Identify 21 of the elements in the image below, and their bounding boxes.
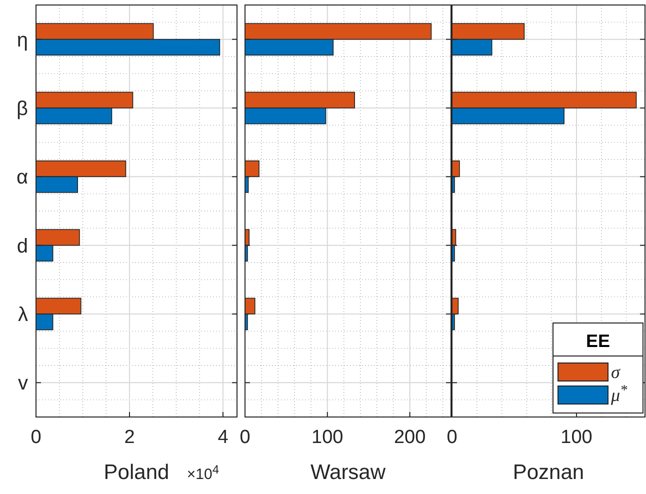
y-tick-label: d <box>16 235 28 258</box>
y-tick-label: v <box>18 372 28 395</box>
x-tick-label: 0 <box>240 427 250 448</box>
legend-label: σ <box>611 362 621 382</box>
y-tick-label: λ <box>18 304 28 326</box>
x-tick-label: 0 <box>30 427 42 448</box>
y-tick-label: η <box>16 29 28 52</box>
text: ×10$^{4}$ <box>186 462 220 483</box>
x-axis-title: Poznan <box>512 461 584 484</box>
x-axis-title: Warsaw <box>310 461 386 484</box>
legend-label: μ$^{*}$ <box>610 382 628 405</box>
x-axis-title: Poland <box>104 461 170 484</box>
x-tick-label: 2 <box>124 427 135 448</box>
x-tick-label: 200 <box>394 427 426 448</box>
x-tick-label: 100 <box>560 427 592 448</box>
legend-title: EE <box>586 331 610 351</box>
y-tick-label: β <box>16 98 28 120</box>
x-tick-label: 100 <box>312 427 344 448</box>
x-tick-label: 0 <box>446 427 458 448</box>
x-tick-label: 4 <box>218 427 229 448</box>
y-tick-label: α <box>16 166 28 189</box>
